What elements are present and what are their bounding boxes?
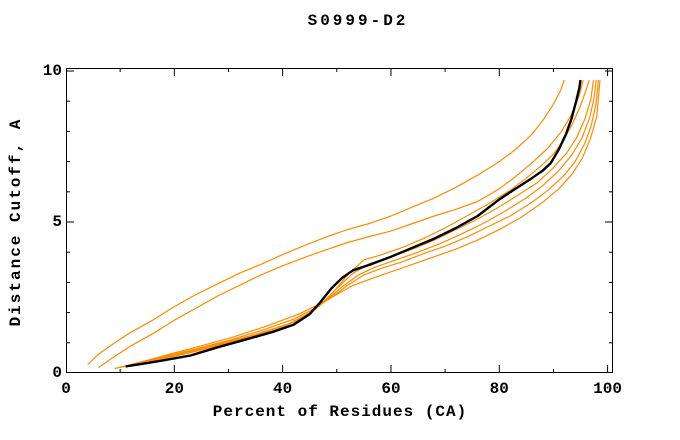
model-curve-7 [136,80,601,364]
highlight-curve-black [125,79,582,368]
model-curve-6 [130,80,599,366]
x-tick-label: 0 [61,380,71,398]
axes-frame [66,68,613,373]
x-tick-label: 80 [489,380,509,398]
y-tick-label: 5 [52,213,62,231]
plot-area [66,68,613,373]
chart-title: S0999-D2 [307,12,409,30]
model-curve-2 [98,79,584,369]
model-curve-3 [114,79,590,370]
model-curve-1-outlier [87,79,565,365]
x-tick-label: 60 [381,380,401,398]
plot-canvas [66,68,613,373]
y-tick-label: 10 [42,62,62,81]
model-curve-5 [125,80,597,367]
x-tick-label: 100 [593,380,622,398]
x-tick-label: 40 [273,380,293,398]
y-tick-label: 0 [52,364,62,382]
x-axis-label: Percent of Residues (CA) [212,403,468,421]
model-curve-4 [120,80,595,369]
x-tick-label: 20 [164,380,184,398]
